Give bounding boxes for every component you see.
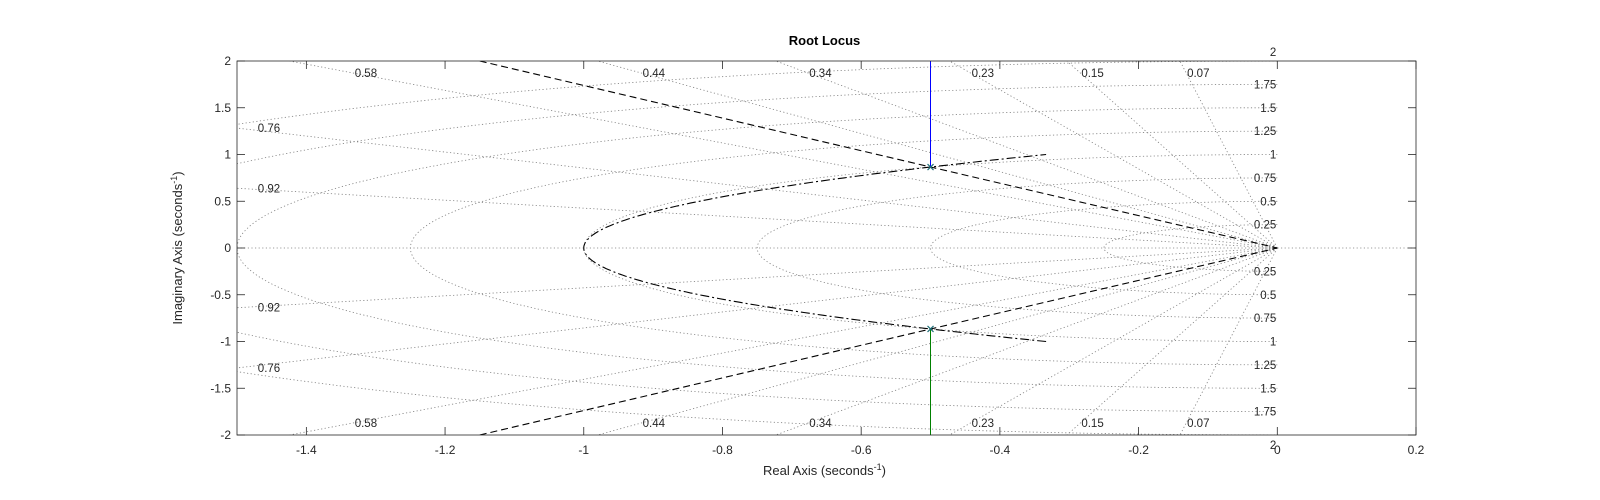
frequency-label: 0.75 [1254,173,1276,185]
x-tick-label: -0.8 [712,443,733,457]
damping-label: 0.76 [258,123,280,135]
damping-label: 0.92 [258,303,280,315]
grid-damping-ray [237,187,1278,249]
frequency-label: 2 [1270,47,1276,59]
frequency-label: 1.5 [1260,103,1276,115]
x-tick-label: -0.6 [851,443,872,457]
damping-label: 0.92 [258,183,280,195]
grid-damping-ray [597,247,1278,435]
y-tick-label: 1 [224,148,231,162]
y-tick-label: -1 [220,335,231,349]
grid-damping-ray [1066,247,1278,435]
x-tick-label: 0.2 [1408,443,1425,457]
frequency-label: 1.75 [1254,79,1276,91]
damping-label: 0.58 [355,418,377,430]
grid-damping-ray [1066,61,1278,249]
grid-frequency-circle [237,61,1278,435]
reference-curve [583,153,1047,343]
x-tick-label: -0.4 [990,443,1011,457]
grid-damping-ray [1179,61,1278,249]
frequency-label: 0.25 [1254,266,1276,278]
x-tick-label: -0.2 [1128,443,1149,457]
damping-label: 0.34 [809,418,832,430]
y-tick-label: -2 [220,428,231,442]
y-tick-label: 0.5 [214,194,231,208]
y-tick-label: -1.5 [210,381,231,395]
damping-label: 0.58 [355,68,377,80]
damping-label: 0.23 [972,418,994,430]
y-tick-label: 1.5 [214,101,231,115]
damping-label: 0.15 [1081,418,1103,430]
frequency-label: 1.75 [1254,407,1276,419]
damping-label: 0.44 [643,418,666,430]
damping-label: 0.34 [809,68,832,80]
frequency-label: 2 [1270,440,1276,452]
damping-label: 0.76 [258,363,280,375]
damping-label: 0.44 [643,68,666,80]
frequency-label: 0.5 [1260,290,1276,302]
frequency-label: 1.25 [1254,360,1276,372]
frequency-label: 1.5 [1260,383,1276,395]
grid-damping-ray [237,247,1278,309]
grid-damping-ray [597,61,1278,249]
damping-label: 0.23 [972,68,994,80]
plot-area [237,61,1416,435]
chart-title: Root Locus [789,33,861,48]
pole-marker [927,163,934,171]
y-tick-label: 2 [224,54,231,68]
x-axis-label: Real Axis (seconds-1) [763,462,886,478]
damping-label: 0.15 [1081,68,1103,80]
frequency-label: 0.75 [1254,313,1276,325]
x-tick-label: -1 [578,443,589,457]
frequency-label: 1 [1270,337,1276,349]
grid-damping-ray [1179,247,1278,435]
damping-label: 0.07 [1187,418,1209,430]
frequency-label: 1 [1270,150,1276,162]
frequency-label: 0.25 [1254,220,1276,232]
x-tick-label: -1.2 [435,443,456,457]
pole-marker [927,325,934,333]
pole-markers [927,163,934,333]
y-tick-label: 0 [224,241,231,255]
frequency-label: 1.25 [1254,126,1276,138]
y-tick-label: -0.5 [210,288,231,302]
tick-layer: -1.4 -1.2 -1 -0.8 -0.6 -0.4 -0.2 0 0.2 -2 -1.5 -1 -0… [210,54,1424,457]
grid-label-layer: 0.07 0.07 0.15 0.15 0.23 0.23 0.34 0.34 0.44 0.44… [258,47,1276,452]
grid-frequency-circle [409,130,1278,366]
damping-label: 0.07 [1187,68,1209,80]
y-axis-label: Imaginary Axis (seconds-1) [169,171,185,324]
x-tick-label: 0 [1274,443,1281,457]
frequency-label: 0.5 [1260,196,1276,208]
x-tick-label: -1.4 [296,443,317,457]
